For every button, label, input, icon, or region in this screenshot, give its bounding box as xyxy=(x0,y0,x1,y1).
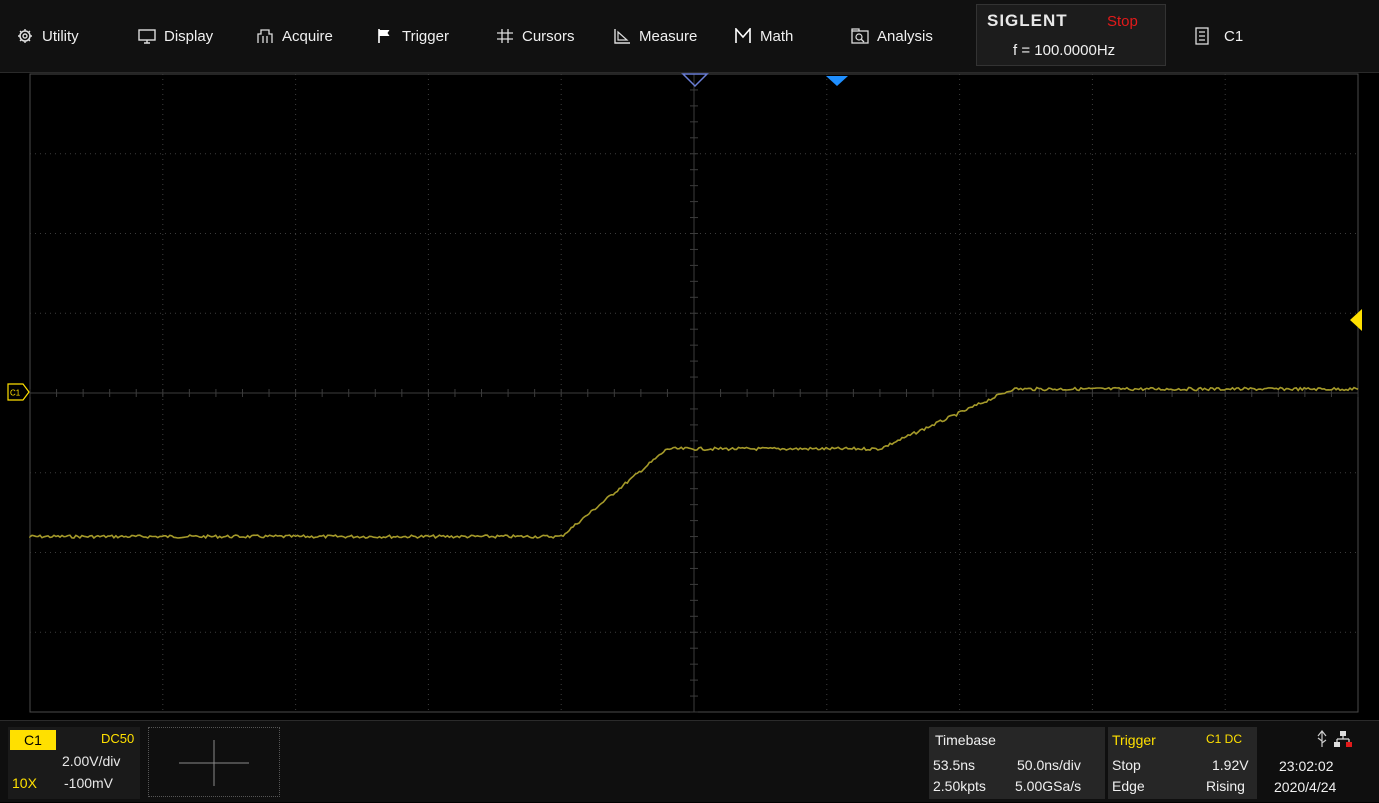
menu-utility-label: Utility xyxy=(42,27,79,45)
trigger-state: Stop xyxy=(1112,757,1141,773)
clock-date: 2020/4/24 xyxy=(1274,779,1337,795)
ch1-coupling: DC50 xyxy=(101,731,135,746)
menu-trigger[interactable]: Trigger xyxy=(376,0,449,72)
menu-cursors-label: Cursors xyxy=(522,27,575,45)
menu-analysis[interactable]: Analysis xyxy=(851,0,933,72)
measure-icon xyxy=(613,28,631,44)
monitor-icon xyxy=(138,28,156,44)
ch1-vertical-scale: 2.00V/div xyxy=(62,753,121,769)
trigger-level-marker[interactable] xyxy=(1350,309,1362,331)
acquire-icon xyxy=(256,28,274,44)
list-icon xyxy=(1194,27,1210,45)
frequency-readout: f = 100.0000Hz xyxy=(1013,42,1116,59)
brand-status-box: SIGLENT Stop f = 100.0000Hz xyxy=(976,4,1166,66)
menu-utility[interactable]: Utility xyxy=(16,0,79,72)
menu-cursors[interactable]: Cursors xyxy=(496,0,575,72)
zoom-overview-window xyxy=(148,727,280,797)
menu-display[interactable]: Display xyxy=(138,0,213,72)
sample-rate: 5.00GSa/s xyxy=(1015,778,1082,794)
clock-time: 23:02:02 xyxy=(1279,758,1334,774)
menu-trigger-label: Trigger xyxy=(402,27,449,45)
siglent-logo: SIGLENT xyxy=(987,11,1068,30)
trigger-source: C1 DC xyxy=(1206,732,1243,746)
trigger-title: Trigger xyxy=(1112,732,1156,748)
menu-measure-label: Measure xyxy=(639,27,698,45)
timebase-scale: 50.0ns/div xyxy=(1017,757,1081,773)
trigger-level: 1.92V xyxy=(1212,757,1249,773)
menu-math[interactable]: Math xyxy=(734,0,793,72)
memory-depth: 2.50kpts xyxy=(933,778,986,794)
trigger-delay-marker[interactable] xyxy=(681,73,709,88)
cursors-icon xyxy=(496,28,514,44)
menu-bar: Utility Display Acquire Trigger Cursors … xyxy=(0,0,1379,73)
network-icon xyxy=(1334,731,1352,747)
timebase-title: Timebase xyxy=(935,732,996,748)
menu-measure[interactable]: Measure xyxy=(613,0,697,72)
trigger-position-marker[interactable] xyxy=(826,76,848,86)
center-axis-ticks xyxy=(29,73,1359,713)
timebase-info[interactable]: Timebase 53.5ns 50.0ns/div 2.50kpts 5.00… xyxy=(929,727,1105,799)
channel-select-label: C1 xyxy=(1224,27,1244,45)
ch1-offset: -100mV xyxy=(64,775,114,791)
clock-info: 23:02:02 2020/4/24 xyxy=(1262,727,1376,799)
crosshair-icon xyxy=(179,740,249,786)
flag-icon xyxy=(376,28,394,44)
analysis-icon xyxy=(851,28,869,44)
usb-network-icons xyxy=(1317,730,1352,747)
ch1-tag[interactable]: C1 xyxy=(10,730,56,750)
menu-acquire-label: Acquire xyxy=(282,27,333,45)
ch1-offset-marker[interactable]: C1 xyxy=(7,383,30,401)
waveform-display[interactable]: C1 xyxy=(0,72,1379,720)
status-bar: DC50 2.00V/div 10X -100mV C1 Timebase 53… xyxy=(0,720,1379,802)
trigger-slope: Rising xyxy=(1206,778,1245,794)
ch1-probe-ratio: 10X xyxy=(12,775,37,791)
menu-analysis-label: Analysis xyxy=(877,27,933,45)
ch1-offset-marker-label: C1 xyxy=(10,389,21,398)
menu-display-label: Display xyxy=(164,27,214,45)
timebase-delay: 53.5ns xyxy=(933,757,976,773)
math-icon xyxy=(734,28,752,44)
usb-icon xyxy=(1317,730,1327,747)
channel-1-trace xyxy=(29,386,1359,540)
channel-select[interactable]: C1 xyxy=(1194,0,1243,72)
waveform-grid: C1 xyxy=(7,73,1362,713)
run-state-label[interactable]: Stop xyxy=(1107,13,1138,30)
trigger-info[interactable]: Trigger C1 DC Stop 1.92V Edge Rising xyxy=(1108,727,1257,799)
menu-acquire[interactable]: Acquire xyxy=(256,0,333,72)
gear-icon xyxy=(16,28,34,44)
menu-math-label: Math xyxy=(760,27,794,45)
trigger-type: Edge xyxy=(1112,778,1145,794)
